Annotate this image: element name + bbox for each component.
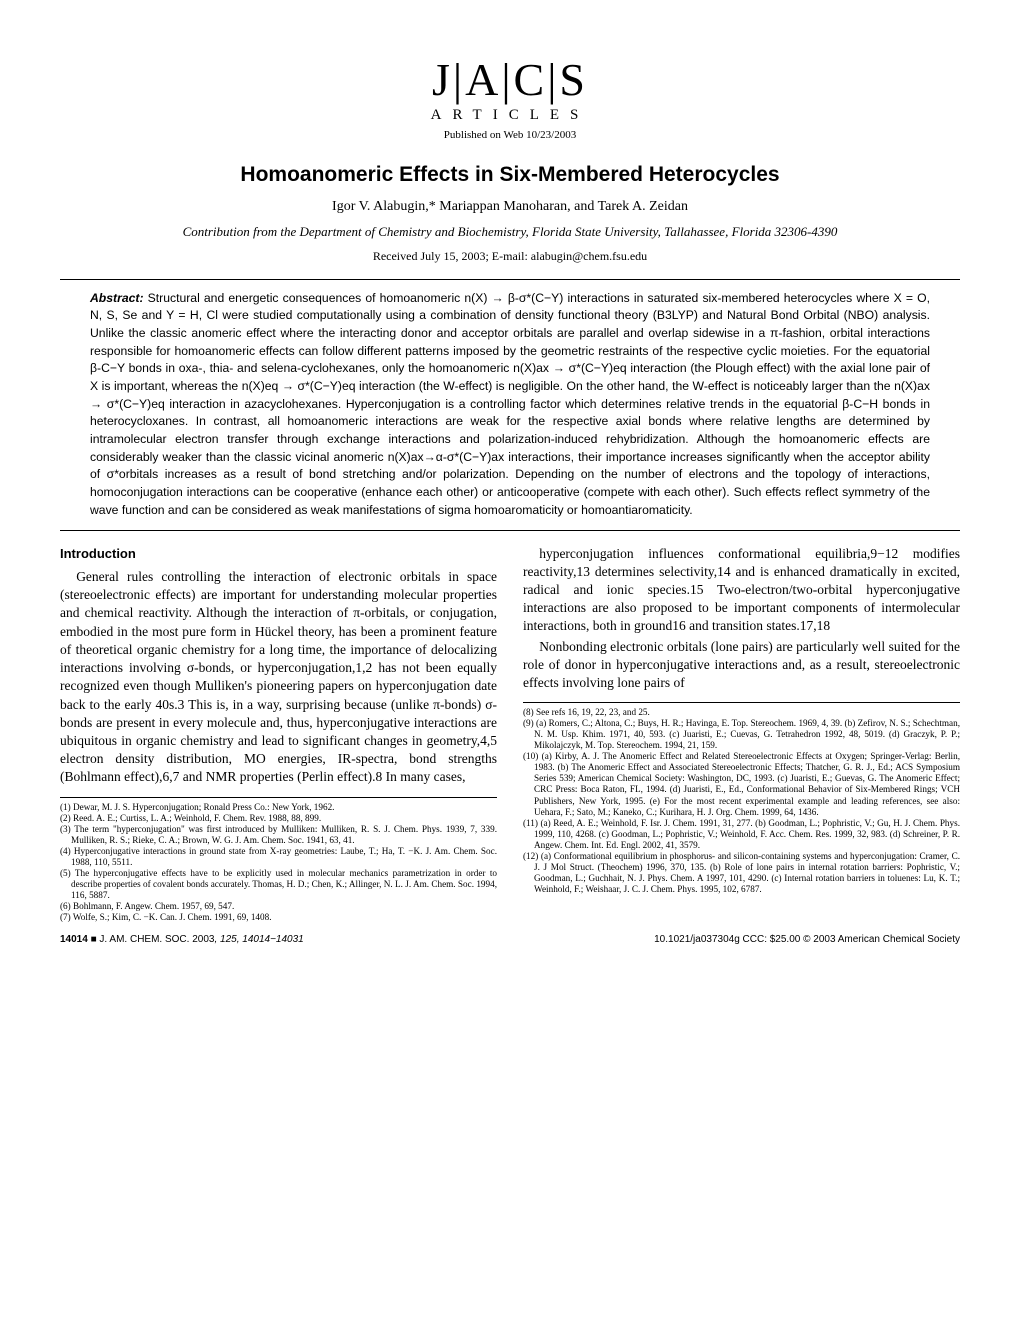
received-line: Received July 15, 2003; E-mail: alabugin…: [60, 249, 960, 265]
intro-paragraph: General rules controlling the interactio…: [60, 568, 497, 787]
footnote-item: (9) (a) Romers, C.; Altona, C.; Buys, H.…: [523, 718, 960, 751]
footnote-item: (6) Bohlmann, F. Angew. Chem. 1957, 69, …: [60, 901, 497, 912]
footer-left: 14014 ■ J. AM. CHEM. SOC. 2003, 125, 140…: [60, 933, 304, 946]
footnote-item: (3) The term "hyperconjugation" was firs…: [60, 824, 497, 846]
affiliation: Contribution from the Department of Chem…: [60, 224, 960, 241]
footnote-item: (7) Wolfe, S.; Kim, C. −K. Can. J. Chem.…: [60, 912, 497, 923]
footnote-item: (2) Reed. A. E.; Curtiss, L. A.; Weinhol…: [60, 813, 497, 824]
two-column-body: Introduction General rules controlling t…: [60, 545, 960, 924]
footnote-item: (5) The hyperconjugative effects have to…: [60, 868, 497, 901]
authors-line: Igor V. Alabugin,* Mariappan Manoharan, …: [60, 198, 960, 216]
abstract-block: Abstract: Structural and energetic conse…: [60, 286, 960, 524]
article-title: Homoanomeric Effects in Six-Membered Het…: [60, 161, 960, 188]
footer-journal: J. AM. CHEM. SOC. 2003: [99, 934, 214, 945]
right-paragraph-1: hyperconjugation influences conformation…: [523, 545, 960, 636]
right-paragraph-2: Nonbonding electronic orbitals (lone pai…: [523, 638, 960, 693]
hr-top: [60, 279, 960, 280]
footnote-item: (10) (a) Kirby, A. J. The Anomeric Effec…: [523, 751, 960, 817]
intro-heading: Introduction: [60, 545, 497, 563]
abstract-lead: Abstract:: [90, 291, 144, 305]
left-footnotes: (1) Dewar, M. J. S. Hyperconjugation; Ro…: [60, 797, 497, 923]
left-column: Introduction General rules controlling t…: [60, 545, 497, 924]
journal-logo-sub: ARTICLES: [60, 106, 960, 126]
page-footer: 14014 ■ J. AM. CHEM. SOC. 2003, 125, 140…: [60, 933, 960, 946]
footnote-item: (4) Hyperconjugative interactions in gro…: [60, 846, 497, 868]
footer-right: 10.1021/ja037304g CCC: $25.00 © 2003 Ame…: [654, 933, 960, 946]
footnote-item: (1) Dewar, M. J. S. Hyperconjugation; Ro…: [60, 802, 497, 813]
right-footnotes: (8) See refs 16, 19, 22, 23, and 25.(9) …: [523, 702, 960, 895]
footnote-item: (12) (a) Conformational equilibrium in p…: [523, 851, 960, 895]
abstract-text: Structural and energetic consequences of…: [90, 291, 930, 517]
hr-bottom: [60, 530, 960, 531]
footer-vol: , 125, 14014−14031: [214, 934, 303, 945]
footer-pagenum: 14014: [60, 934, 88, 945]
footnote-item: (11) (a) Reed, A. E.; Weinhold, F. Isr. …: [523, 818, 960, 851]
pub-date: Published on Web 10/23/2003: [60, 128, 960, 142]
journal-header: J|A|C|S ARTICLES Published on Web 10/23/…: [60, 50, 960, 143]
footnote-item: (8) See refs 16, 19, 22, 23, and 25.: [523, 707, 960, 718]
right-column: hyperconjugation influences conformation…: [523, 545, 960, 924]
journal-logo: J|A|C|S: [60, 50, 960, 110]
